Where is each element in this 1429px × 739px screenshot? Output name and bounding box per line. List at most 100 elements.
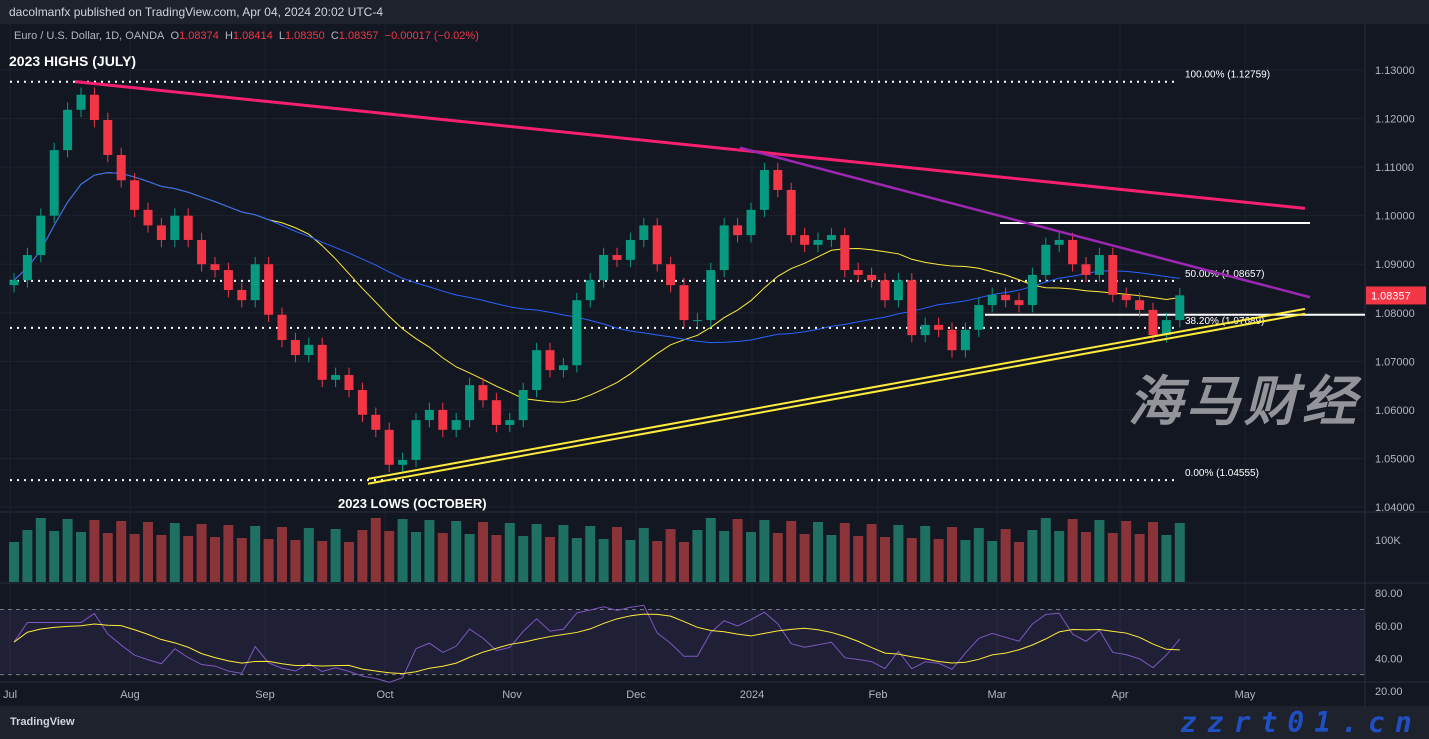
x-tick-label: Apr: [1111, 689, 1128, 701]
y-tick-label: 1.09000: [1375, 259, 1415, 271]
volume-bar: [1000, 529, 1011, 582]
candle-body: [1001, 294, 1011, 301]
candle: [250, 256, 260, 308]
candle: [1175, 288, 1185, 328]
candle-body: [867, 274, 877, 281]
candle-body: [518, 390, 528, 421]
candle: [920, 317, 930, 343]
annotation-2023-lows: 2023 LOWS (OCTOBER): [338, 496, 487, 511]
candle-body: [183, 215, 193, 240]
candle-body: [893, 280, 903, 301]
volume-bar: [893, 525, 904, 582]
candle-body: [826, 235, 836, 240]
candle: [76, 87, 86, 118]
y-tick-label: 1.07000: [1375, 356, 1415, 368]
candle: [170, 208, 180, 248]
candle: [706, 262, 716, 328]
candle-body: [331, 374, 341, 380]
volume-bar: [571, 538, 582, 582]
downtrend-line-pink: [74, 80, 1306, 210]
tradingview-logo[interactable]: TradingView: [10, 716, 75, 728]
volume-bar: [370, 518, 381, 582]
rsi-tick-label: 60.00: [1375, 621, 1403, 633]
candle-body: [853, 270, 863, 275]
chart-background: [0, 24, 1429, 706]
candle-body: [1027, 274, 1037, 306]
candle: [853, 262, 863, 283]
volume-bar: [357, 530, 368, 582]
candle: [773, 162, 783, 198]
x-tick-label: May: [1235, 689, 1256, 701]
candle-body: [491, 400, 501, 425]
candle: [719, 218, 729, 278]
volume-bar: [786, 521, 797, 582]
volume-bar: [598, 539, 609, 582]
volume-bar: [1094, 520, 1105, 582]
candle: [491, 392, 501, 433]
candle-body: [759, 170, 769, 210]
candle-body: [264, 264, 274, 315]
volume-bar: [705, 518, 716, 582]
volume-tick-label: 100K: [1375, 535, 1401, 547]
footer: TradingView: [0, 706, 1429, 739]
price-chart[interactable]: 1.13000 1.12000 1.11000 1.10000 1.09000 1.080…: [0, 0, 1429, 706]
candle-body: [49, 150, 59, 216]
annotation-2023-highs: 2023 HIGHS (JULY): [9, 53, 137, 69]
candle-body: [746, 209, 756, 236]
candle: [840, 227, 850, 278]
candle: [947, 322, 957, 358]
volume-bar: [169, 523, 180, 582]
volume-bar: [424, 520, 435, 582]
candle: [907, 272, 917, 343]
candle: [572, 292, 582, 373]
candle-body: [666, 264, 676, 286]
symbol-name[interactable]: Euro / U.S. Dollar, 1D, OANDA: [14, 30, 165, 42]
candle-body: [974, 305, 984, 330]
volume-bar: [236, 538, 247, 582]
candle-body: [1054, 239, 1064, 245]
candle: [1041, 237, 1051, 283]
candle-body: [250, 264, 260, 301]
candle: [1054, 232, 1064, 253]
candle-body: [116, 154, 126, 181]
volume-bar: [504, 523, 515, 582]
volume-bar: [799, 534, 810, 582]
volume-bar: [920, 526, 931, 582]
watermark-logo: 海马财经: [1128, 370, 1360, 433]
volume-bar: [129, 534, 140, 582]
candle-body: [438, 409, 448, 430]
volume-bar: [1027, 530, 1038, 582]
candle: [612, 247, 622, 268]
candle: [371, 407, 381, 438]
y-tick-label: 1.11000: [1375, 162, 1414, 174]
candle-body: [987, 294, 997, 306]
volume-bar: [183, 536, 194, 582]
volume-bar: [290, 540, 301, 582]
candle: [331, 367, 341, 388]
candle: [599, 247, 609, 288]
candle-body: [22, 255, 32, 281]
candle-body: [357, 390, 367, 415]
open-label: O: [170, 30, 180, 42]
volume-bar: [826, 535, 837, 582]
candle: [692, 312, 702, 328]
x-tick-label: Mar: [988, 689, 1007, 701]
candle-body: [63, 109, 73, 151]
candle: [800, 227, 810, 253]
rsi-line: [13, 604, 1181, 683]
candle: [1027, 267, 1037, 313]
candle: [505, 412, 515, 433]
y-tick-label: 1.04000: [1375, 502, 1415, 514]
candle-body: [733, 225, 743, 236]
candle-body: [237, 289, 247, 301]
candle-body: [639, 225, 649, 240]
volume-bar: [196, 524, 207, 582]
volume-bar: [719, 531, 730, 582]
volume-bar: [772, 533, 783, 582]
candle-body: [465, 385, 475, 421]
candle-body: [934, 324, 944, 330]
candle: [197, 232, 207, 272]
candle: [344, 367, 354, 398]
candle-body: [880, 280, 890, 301]
volume-bar: [1107, 533, 1118, 582]
